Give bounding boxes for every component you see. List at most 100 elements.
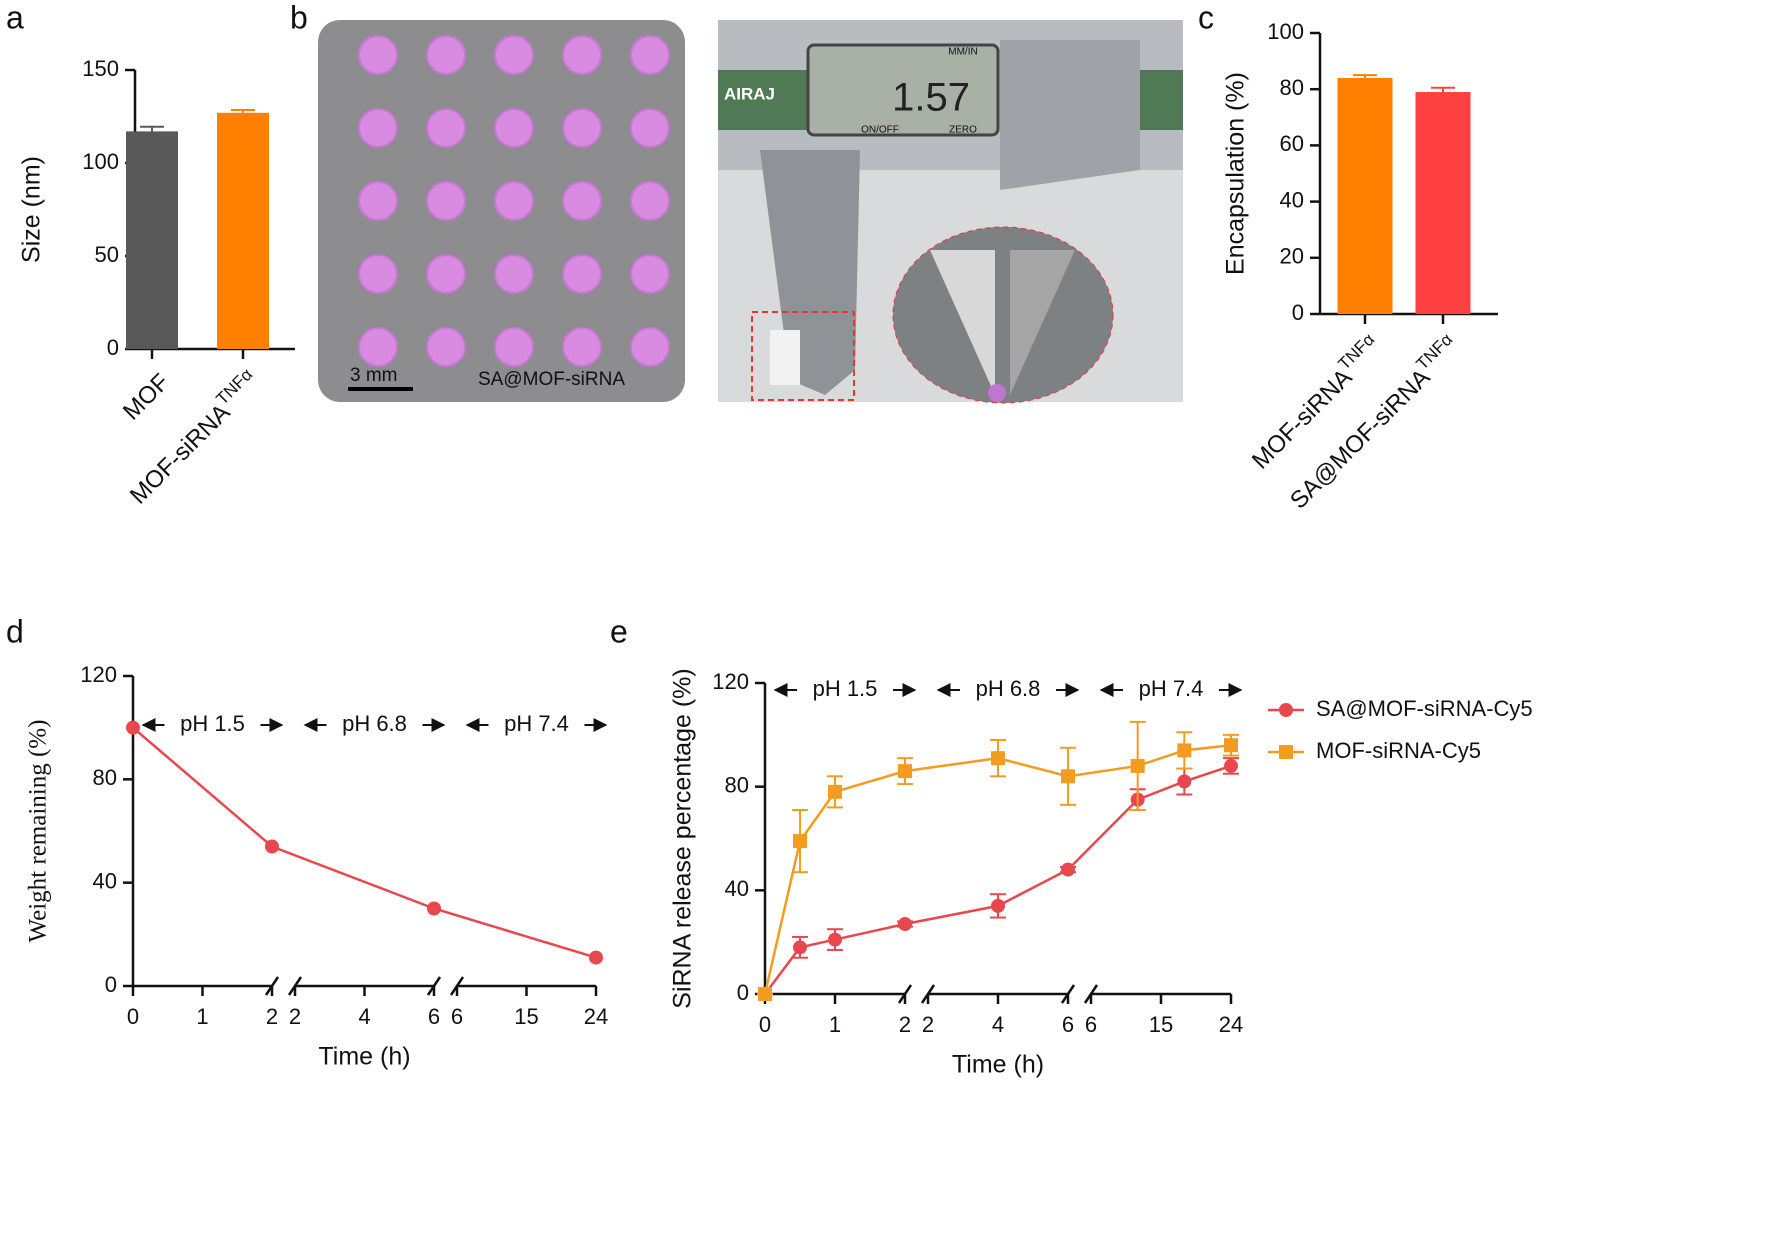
y-tick-label: 40 [93, 868, 117, 893]
x-tick-label: 2 [266, 1004, 278, 1029]
x-tick-label: 0 [127, 1004, 139, 1029]
y-tick-label: 40 [725, 876, 749, 901]
category-superscript: TNFα [1335, 330, 1379, 374]
point [427, 901, 441, 916]
point [1177, 743, 1192, 758]
y-axis-label: Weight remaining (%) [25, 720, 52, 943]
x-tick-label: 0 [759, 1012, 771, 1037]
microneedle [630, 327, 670, 367]
microneedle [630, 108, 670, 148]
point [758, 987, 772, 1001]
point [1224, 758, 1238, 773]
annotation: pH 6.8 [342, 711, 407, 736]
bar [217, 112, 269, 349]
y-tick-label: 20 [1280, 244, 1304, 269]
caliper-button: ON/OFF [861, 125, 899, 136]
panel-label: d [6, 613, 24, 649]
caliper-brand: AIRAJ [724, 84, 775, 103]
x-tick-label: MOF [118, 369, 175, 426]
legend-label: MOF-siRNA-Cy5 [1316, 738, 1481, 763]
x-tick-label: 4 [992, 1012, 1004, 1037]
legend-marker [1279, 745, 1293, 759]
x-tick-label: 15 [1149, 1012, 1173, 1037]
microneedle [426, 35, 466, 75]
annotation: pH 7.4 [1139, 676, 1204, 701]
microneedle [494, 181, 534, 221]
microneedle [426, 181, 466, 221]
y-tick-label: 120 [80, 662, 117, 687]
y-tick-label: 80 [1280, 75, 1304, 100]
y-tick-label: 100 [1267, 19, 1304, 44]
x-tick-label: 1 [196, 1004, 208, 1029]
point [793, 940, 807, 955]
microneedle [426, 108, 466, 148]
bar [1415, 92, 1471, 314]
bar [126, 131, 178, 349]
point [828, 784, 842, 799]
x-axis-label: Time (h) [318, 1043, 410, 1071]
y-axis-label: Encapsulation (%) [1222, 72, 1250, 275]
y-tick-label: 60 [1280, 131, 1304, 156]
caliper-button: ZERO [949, 125, 977, 136]
legend-label: SA@MOF-siRNA-Cy5 [1316, 696, 1533, 721]
point [991, 898, 1005, 913]
microneedle [562, 254, 602, 294]
point [1061, 862, 1075, 877]
microneedle [358, 181, 398, 221]
microneedle [494, 327, 534, 367]
y-axis-label: Size (nm) [18, 156, 46, 263]
annotation: pH 1.5 [180, 711, 245, 736]
point [991, 751, 1005, 766]
y-tick-label: 0 [105, 972, 117, 997]
x-axis-label: Time (h) [952, 1051, 1044, 1079]
category-superscript: TNFα [1413, 330, 1457, 374]
y-tick-label: 80 [93, 765, 117, 790]
x-tick-label: 15 [514, 1004, 538, 1029]
microneedle [494, 108, 534, 148]
point [265, 839, 279, 854]
x-tick-label: 6 [1062, 1012, 1074, 1037]
microneedle [426, 254, 466, 294]
point [1177, 774, 1192, 789]
caliper-reading: 1.57 [892, 76, 970, 120]
category-superscript: TNFα [213, 365, 257, 409]
annotation: pH 7.4 [504, 711, 569, 736]
bar [1337, 77, 1393, 315]
scale-bar-label: 3 mm [350, 365, 398, 386]
point [1130, 758, 1145, 773]
microneedle [630, 181, 670, 221]
x-tick-label: 24 [584, 1004, 608, 1029]
microneedle [494, 254, 534, 294]
x-tick-label: MOF-siRNATNFα [1243, 330, 1387, 474]
y-tick-label: 0 [107, 335, 119, 360]
microneedle [358, 254, 398, 294]
microneedle [358, 108, 398, 148]
x-tick-label: 2 [289, 1004, 301, 1029]
point [793, 834, 807, 849]
microneedle [562, 35, 602, 75]
microneedle [562, 108, 602, 148]
y-axis-label: SiRNA release percentage (%) [669, 668, 697, 1008]
x-tick-label: 1 [829, 1012, 841, 1037]
microneedle [630, 254, 670, 294]
microneedle [562, 327, 602, 367]
y-tick-label: 50 [95, 242, 119, 267]
y-tick-label: 120 [712, 669, 749, 694]
microneedle [426, 327, 466, 367]
caliper-button: MM/IN [948, 47, 977, 58]
x-tick-label: 6 [1085, 1012, 1097, 1037]
point [1061, 769, 1075, 784]
series-line [132, 726, 597, 959]
microneedle [562, 181, 602, 221]
microneedle [494, 35, 534, 75]
point [1224, 738, 1238, 753]
annotation: pH 6.8 [976, 676, 1041, 701]
y-tick-label: 0 [1292, 300, 1304, 325]
annotation: pH 1.5 [813, 676, 878, 701]
point [828, 932, 842, 947]
point [898, 764, 912, 779]
sample-label: SA@MOF-siRNA [478, 369, 625, 390]
microneedle [358, 327, 398, 367]
photo-patch: 3 mm SA@MOF-siRNA [318, 20, 685, 402]
